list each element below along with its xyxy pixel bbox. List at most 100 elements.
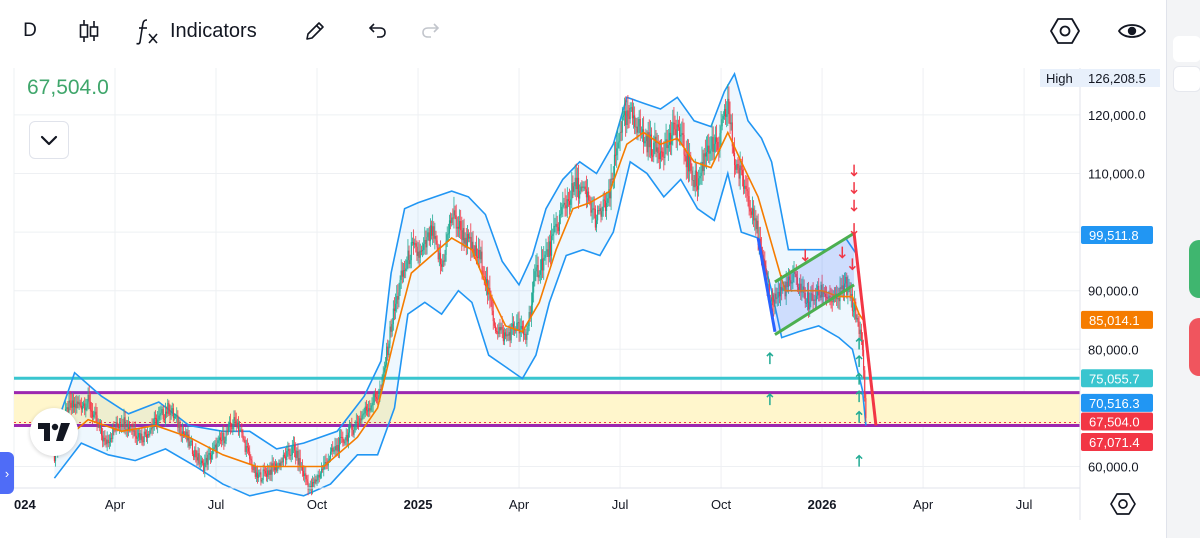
candle-body	[619, 131, 621, 141]
candle-body	[68, 400, 70, 413]
candle-body	[675, 129, 677, 141]
chart-type-button[interactable]	[72, 12, 106, 50]
candle-body	[639, 119, 641, 134]
candle-body	[294, 445, 296, 451]
sell-button[interactable]	[1189, 318, 1200, 376]
candle-body	[400, 270, 402, 280]
candle-body	[162, 409, 164, 420]
candle-body	[510, 326, 512, 341]
candle-body	[235, 420, 237, 426]
candle-body	[713, 143, 715, 152]
candle-body	[463, 228, 465, 244]
candle-body	[666, 139, 668, 149]
price-axis[interactable]: 60,000.0 80,000.0 90,000.0 110,000.0 120,000…	[1040, 68, 1160, 520]
candle-body	[160, 412, 162, 414]
candle-body	[315, 479, 317, 482]
candle-body	[500, 326, 502, 331]
candle-body	[333, 449, 335, 452]
candle-body	[139, 432, 141, 440]
tradingview-logo[interactable]	[30, 408, 78, 456]
candle-body	[198, 453, 200, 464]
candle-body	[288, 448, 290, 455]
settings-button[interactable]	[1046, 12, 1084, 50]
candle-body	[127, 424, 130, 431]
candle-body	[554, 225, 556, 227]
redo-button[interactable]	[414, 12, 448, 50]
candle-body	[191, 440, 194, 455]
side-panel-button-2[interactable]	[1173, 66, 1200, 92]
candle-body	[592, 208, 594, 211]
up-arrow	[855, 337, 863, 350]
left-panel-toggle[interactable]: ›	[0, 452, 14, 494]
candle-body	[269, 469, 271, 475]
candle-body	[90, 410, 92, 412]
axis-settings-button[interactable]	[1108, 490, 1138, 518]
time-tick-label: Apr	[509, 497, 530, 512]
candle-body	[849, 285, 851, 299]
candle-body	[371, 405, 373, 407]
candle-body	[429, 225, 431, 242]
undo-button[interactable]	[360, 12, 394, 50]
drawing-tool-button[interactable]	[298, 12, 332, 50]
candle-body	[471, 241, 473, 251]
buy-button[interactable]	[1189, 240, 1200, 298]
channel-fill	[774, 233, 855, 335]
candle-body	[384, 364, 387, 368]
candle-body	[421, 249, 424, 252]
candle-body	[102, 435, 104, 442]
candle-body	[410, 242, 412, 261]
candle-body	[620, 131, 622, 133]
candle-body	[714, 137, 717, 144]
candle-body	[698, 178, 700, 190]
price-chart[interactable]: 60,000.0 80,000.0 90,000.0 110,000.0 120,000…	[0, 62, 1165, 538]
candle-body	[272, 463, 274, 467]
candle-body	[86, 403, 88, 408]
candle-body	[331, 447, 333, 452]
candle-body	[426, 237, 428, 248]
candle-body	[682, 133, 684, 135]
candle-body	[368, 408, 370, 412]
candle-body	[511, 323, 513, 327]
candle-body	[69, 400, 71, 403]
candle-body	[94, 411, 96, 415]
visibility-button[interactable]	[1112, 12, 1152, 50]
candle-body	[455, 215, 457, 229]
candle-body	[777, 291, 779, 298]
candle-body	[515, 329, 517, 332]
candle-body	[826, 296, 828, 298]
candle-body	[503, 332, 506, 342]
candle-body	[603, 199, 605, 201]
candle-body	[304, 473, 306, 477]
collapse-legend-button[interactable]	[29, 121, 69, 159]
candle-body	[159, 413, 161, 416]
candle-body	[729, 113, 731, 125]
candle-body	[398, 292, 400, 300]
drawings[interactable]	[756, 231, 878, 426]
time-axis[interactable]: 024 Apr Jul Oct 2025 Apr Jul Oct 2026 Apr Jul	[0, 487, 1080, 512]
support-zone	[14, 392, 1080, 426]
candle-body	[195, 449, 197, 458]
candle-body	[505, 332, 507, 337]
candle-body	[841, 285, 843, 289]
candle-body	[218, 437, 220, 441]
candle-body	[843, 283, 846, 293]
candle-body	[546, 249, 548, 252]
candle-body	[81, 406, 84, 410]
candle-body	[123, 417, 125, 427]
candle-body	[644, 141, 646, 144]
candle-body	[107, 439, 109, 444]
indicators-button[interactable]: Indicators	[134, 12, 274, 50]
candle-body	[558, 214, 561, 232]
candle-body	[584, 186, 586, 190]
candle-body	[444, 254, 446, 262]
candle-body	[189, 441, 191, 447]
candle-body	[788, 276, 791, 281]
candle-body	[800, 283, 802, 293]
candle-body	[237, 422, 240, 431]
candle-body	[774, 293, 776, 307]
candle-body	[132, 430, 134, 432]
candle-body	[135, 435, 137, 439]
timeframe-button[interactable]: D	[14, 12, 46, 50]
side-panel-button[interactable]	[1173, 36, 1200, 62]
candle-body	[728, 98, 730, 114]
